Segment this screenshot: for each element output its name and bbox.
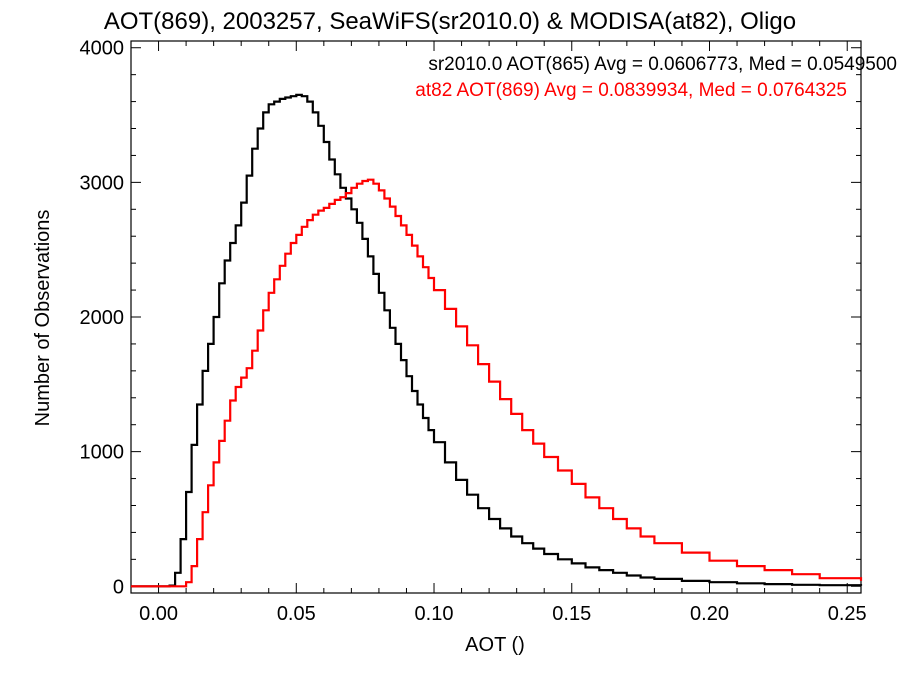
y-tick-label: 2000 xyxy=(80,307,125,329)
series-layer xyxy=(131,93,863,588)
x-tick-label: 0.15 xyxy=(552,603,591,625)
legend-entry-black: sr2010.0 AOT(865) Avg = 0.0606773, Med =… xyxy=(428,54,897,75)
y-tick-label: 4000 xyxy=(80,38,125,60)
y-axis-label: Number of Observations xyxy=(32,210,54,427)
y-tick-label: 1000 xyxy=(80,442,125,464)
x-tick-label: 0.20 xyxy=(690,603,729,625)
x-tick-label: 0.00 xyxy=(139,603,178,625)
chart-title: AOT(869), 2003257, SeaWiFS(sr2010.0) & M… xyxy=(104,8,796,35)
x-tick-label: 0.25 xyxy=(828,603,867,625)
x-tick-label: 0.05 xyxy=(277,603,316,625)
y-tick-label: 3000 xyxy=(80,172,125,194)
x-tick-label: 0.10 xyxy=(415,603,454,625)
plot-frame xyxy=(130,40,862,594)
series-sr2010-histogram xyxy=(131,93,863,588)
series-at82-histogram xyxy=(131,178,863,588)
y-axis: 0 1000 2000 3000 4000 xyxy=(80,38,861,598)
x-axis: 0.00 0.05 0.10 0.15 0.20 0.25 xyxy=(139,41,867,625)
legend-entry-red: at82 AOT(869) Avg = 0.0839934, Med = 0.0… xyxy=(415,80,847,101)
y-tick-label: 0 xyxy=(113,576,124,598)
x-axis-label: AOT () xyxy=(465,634,525,656)
